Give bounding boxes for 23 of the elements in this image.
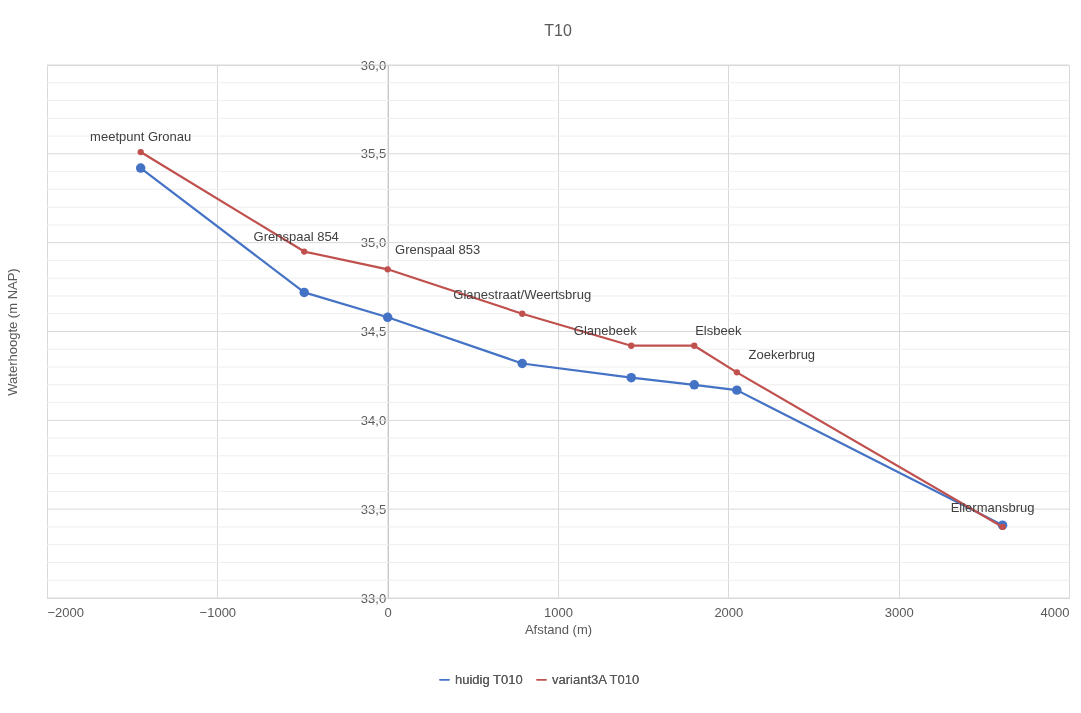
x-axis-title: Afstand (m): [524, 621, 593, 637]
x-tick-label: 3000: [884, 604, 914, 620]
y-tick-label: 35,0: [360, 235, 387, 251]
annotation: Elsbeek: [695, 322, 742, 338]
legend-label: huidig T010: [455, 671, 523, 687]
y-tick-label: 36,0: [360, 57, 387, 73]
annotation: Grenspaal 853: [395, 242, 481, 258]
x-tick-label: 0: [384, 604, 392, 620]
annotation: Zoekerbrug: [748, 347, 816, 363]
x-tick-label: −1000: [199, 604, 237, 620]
x-tick-label: 4000: [1040, 604, 1070, 620]
x-tick-label: 2000: [714, 604, 744, 620]
annotation: meetpunt Gronau: [90, 129, 192, 145]
y-axis-title: Waterhoogte (m NAP): [4, 268, 20, 396]
chart-title: T10: [544, 22, 572, 39]
y-tick-label: 34,0: [360, 412, 387, 428]
x-tick-label: 1000: [544, 604, 573, 620]
y-tick-label: 35,5: [360, 146, 387, 162]
x-tick-label: −2000: [47, 604, 85, 620]
legend-label: variant3A T010: [552, 671, 640, 687]
y-tick-label: 33,0: [360, 590, 387, 606]
annotation: Glanebeek: [573, 322, 638, 338]
y-tick-label: 33,5: [360, 501, 387, 517]
